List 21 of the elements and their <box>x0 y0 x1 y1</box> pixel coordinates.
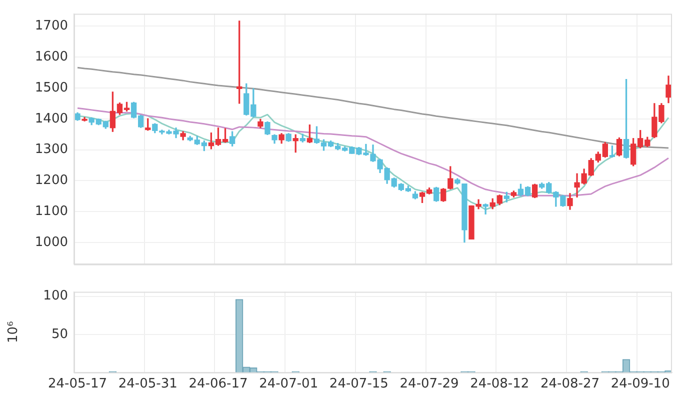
y-tick-label: 1400 <box>34 111 68 126</box>
x-tick-label: 24-08-27 <box>540 376 600 392</box>
x-tick-label: 24-06-17 <box>188 376 248 392</box>
y-tick-label: 1300 <box>34 142 68 158</box>
y-tick-label: 1700 <box>34 18 68 34</box>
x-tick-label: 24-08-12 <box>470 376 530 392</box>
y-tick-label: 100 <box>43 288 68 304</box>
x-tick-label: 24-07-29 <box>400 376 459 392</box>
y-tick-label: 50 <box>51 326 68 342</box>
y-tick-label: 1200 <box>34 173 68 188</box>
y-tick-label: 1500 <box>34 80 68 96</box>
y-tick-label: 1100 <box>34 204 68 220</box>
x-tick-label: 24-07-15 <box>329 376 388 392</box>
candlestick <box>482 204 488 214</box>
y-tick-label: 1000 <box>34 234 68 250</box>
y-tick-label: 1600 <box>34 49 68 64</box>
y-axis-title: 10⁶ <box>6 321 22 343</box>
x-tick-label: 24-05-31 <box>118 376 178 392</box>
x-tick-label: 24-05-17 <box>48 376 108 392</box>
x-tick-label: 24-09-10 <box>610 376 670 392</box>
x-tick-label: 24-07-01 <box>259 376 318 392</box>
